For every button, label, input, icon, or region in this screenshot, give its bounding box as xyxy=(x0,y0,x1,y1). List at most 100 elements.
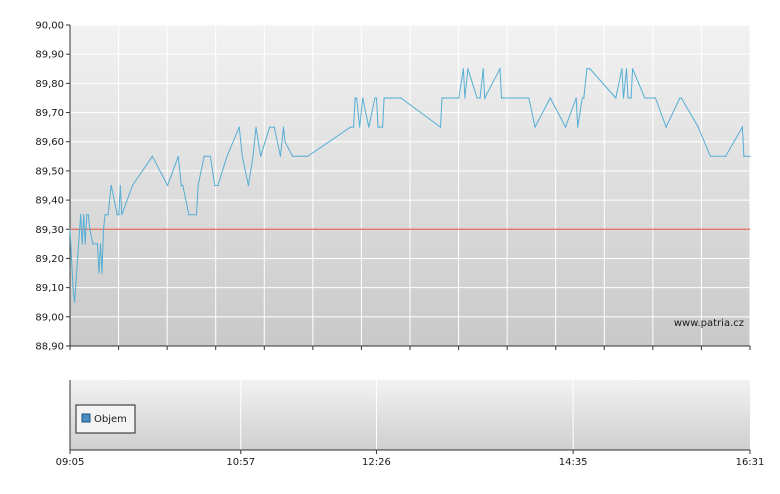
price-data-point xyxy=(442,97,445,99)
price-data-point xyxy=(167,184,169,187)
price-data-point xyxy=(446,97,448,99)
price-data-point xyxy=(131,184,134,187)
price-data-point xyxy=(214,184,216,187)
price-data-point xyxy=(83,214,85,216)
price-data-point xyxy=(499,68,501,70)
price-data-point xyxy=(107,214,109,216)
x-tick-label: 09:05 xyxy=(56,457,85,468)
price-data-point xyxy=(353,126,355,128)
price-data-point xyxy=(217,184,219,187)
y-tick-label: 89,30 xyxy=(35,225,64,236)
price-data-point xyxy=(589,68,591,70)
price-data-point xyxy=(118,214,120,216)
price-data-point xyxy=(84,243,86,245)
price-data-point xyxy=(383,97,385,99)
price-data-point xyxy=(679,97,681,99)
x-tick-label: 10:57 xyxy=(226,457,255,468)
price-data-point xyxy=(110,184,112,187)
price-data-point xyxy=(269,126,271,128)
price-data-point xyxy=(151,155,153,157)
price-data-point xyxy=(292,155,294,157)
y-tick-label: 89,50 xyxy=(35,166,64,177)
price-data-point xyxy=(577,126,579,128)
price-data-point xyxy=(203,155,205,157)
price-data-point xyxy=(255,126,257,128)
price-data-point xyxy=(226,155,228,157)
y-tick-label: 89,70 xyxy=(35,108,64,119)
price-data-point xyxy=(621,68,623,70)
price-data-point xyxy=(307,155,309,157)
price-data-point xyxy=(528,97,530,99)
price-data-point xyxy=(392,97,394,99)
price-data-point xyxy=(386,97,388,99)
price-data-point xyxy=(101,272,103,274)
price-data-point xyxy=(241,155,243,157)
volume-legend: Objem xyxy=(75,404,136,434)
price-data-point xyxy=(102,228,105,230)
price-data-point xyxy=(564,126,567,128)
y-tick-label: 89,80 xyxy=(35,79,64,90)
price-data-point xyxy=(74,301,76,303)
price-data-point xyxy=(195,214,198,216)
price-data-point xyxy=(665,126,667,128)
price-data-point xyxy=(549,97,551,99)
watermark: www.patria.cz xyxy=(674,318,744,329)
x-tick-label: 16:31 xyxy=(736,457,765,468)
price-data-point xyxy=(375,97,378,99)
price-data-point xyxy=(476,97,478,99)
price-data-point xyxy=(458,97,460,99)
price-data-point xyxy=(377,126,379,128)
price-data-point xyxy=(188,214,190,216)
price-data-point xyxy=(741,126,744,128)
volume-plot-background xyxy=(70,380,750,450)
price-data-point xyxy=(397,97,399,99)
price-data-point xyxy=(121,214,123,216)
price-data-point xyxy=(81,243,83,245)
y-tick-label: 89,20 xyxy=(35,254,64,265)
legend-label: Objem xyxy=(94,414,127,425)
price-data-point xyxy=(452,97,454,99)
x-tick-label: 12:26 xyxy=(362,457,391,468)
price-data-point xyxy=(680,97,683,99)
x-tick-label: 14:35 xyxy=(559,457,588,468)
price-data-point xyxy=(209,155,211,157)
price-data-point xyxy=(260,155,262,157)
price-data-point xyxy=(177,155,179,157)
price-data-point xyxy=(725,155,727,157)
price-data-point xyxy=(69,228,71,230)
price-data-point xyxy=(80,214,82,216)
price-data-point xyxy=(356,97,358,99)
price-data-point xyxy=(180,184,182,187)
price-data-point xyxy=(96,243,98,245)
price-data-point xyxy=(709,155,712,157)
price-data-point xyxy=(400,97,402,99)
price-data-point xyxy=(382,126,384,128)
price-data-point xyxy=(119,184,121,187)
price-data-point xyxy=(374,97,376,99)
price-data-point xyxy=(359,126,361,128)
price-data-point xyxy=(104,214,106,216)
price-data-point xyxy=(482,68,484,70)
price-data-point xyxy=(252,155,254,157)
price-data-point xyxy=(89,228,91,230)
y-tick-label: 88,90 xyxy=(35,342,64,353)
price-data-point xyxy=(586,68,588,70)
price-data-point xyxy=(462,68,464,70)
price-data-point xyxy=(299,155,301,157)
price-data-point xyxy=(296,155,298,157)
price-data-point xyxy=(622,97,625,99)
price-data-point xyxy=(581,97,583,99)
price-data-point xyxy=(615,97,617,99)
price-data-point xyxy=(86,214,88,216)
price-data-point xyxy=(279,155,281,157)
price-data-point xyxy=(284,141,286,143)
price-data-point xyxy=(464,97,466,99)
price-series-line xyxy=(69,66,750,303)
price-data-point xyxy=(575,97,577,99)
price-data-point xyxy=(654,97,657,99)
price-data-point xyxy=(98,272,100,274)
price-data-point xyxy=(630,97,632,99)
legend-swatch xyxy=(81,413,91,423)
